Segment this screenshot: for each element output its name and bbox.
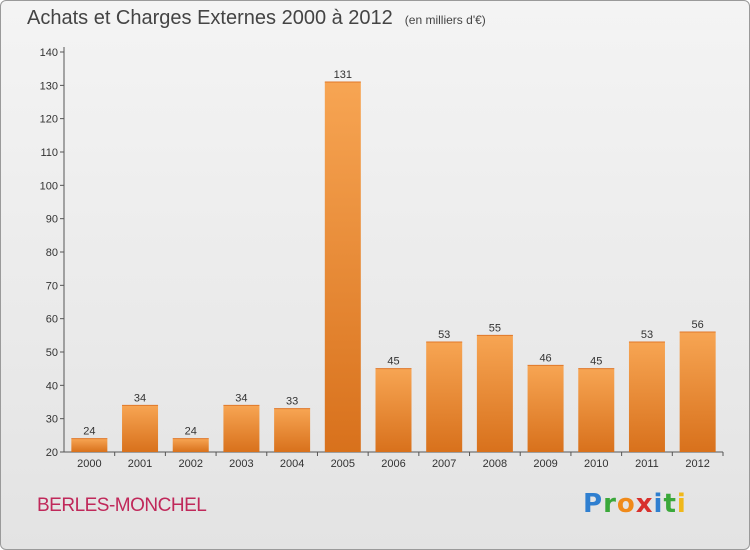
y-tick-label: 30 <box>46 414 58 426</box>
data-label-2007: 53 <box>438 329 450 341</box>
data-label-2006: 45 <box>387 356 399 368</box>
x-tick-label-2011: 2011 <box>635 458 659 470</box>
logo-letter: P <box>583 489 604 519</box>
data-label-2000: 24 <box>83 426 95 438</box>
bar-2007 <box>426 342 463 452</box>
y-tick-label: 40 <box>46 380 58 392</box>
bar-2005 <box>324 82 361 452</box>
y-tick-label: 50 <box>46 347 58 359</box>
y-tick-label: 110 <box>40 147 58 159</box>
data-label-2002: 24 <box>185 426 197 438</box>
bar-2002 <box>172 438 209 452</box>
bar-2010 <box>578 368 615 452</box>
bar-2009 <box>527 365 564 452</box>
x-tick-label-2010: 2010 <box>584 458 608 470</box>
logo-letter: x <box>635 489 654 519</box>
y-tick-label: 120 <box>40 114 58 126</box>
x-tick-label-2003: 2003 <box>229 458 253 470</box>
data-label-2003: 34 <box>235 392 247 404</box>
data-label-2012: 56 <box>692 319 704 331</box>
data-label-2009: 46 <box>539 352 551 364</box>
data-label-2011: 53 <box>641 329 653 341</box>
bar-2012 <box>679 332 716 452</box>
x-tick-label-2007: 2007 <box>432 458 456 470</box>
commune-name: BERLES-MONCHEL <box>37 495 207 516</box>
y-tick-label: 60 <box>46 314 58 326</box>
chart-unit: (en milliers d'€) <box>404 13 486 27</box>
data-label-2001: 34 <box>134 392 146 404</box>
y-tick-label: 140 <box>40 47 58 59</box>
bar-2006 <box>375 368 412 452</box>
y-tick-label: 90 <box>46 214 58 226</box>
logo-letter: i <box>653 489 664 519</box>
x-tick-label-2004: 2004 <box>280 458 304 470</box>
x-tick-label-2009: 2009 <box>533 458 557 470</box>
x-tick-label-2002: 2002 <box>178 458 202 470</box>
bar-2004 <box>274 408 311 452</box>
y-tick-label: 100 <box>40 180 58 192</box>
x-tick-label-2000: 2000 <box>77 458 101 470</box>
logo-letter: o <box>616 489 636 519</box>
y-tick-label: 20 <box>46 447 58 459</box>
logo-letter: r <box>603 489 617 519</box>
chart-title: Achats et Charges Externes 2000 à 2012 (e… <box>27 7 486 30</box>
y-tick-label: 80 <box>46 247 58 259</box>
logo-letter: i <box>676 489 687 519</box>
x-tick-label-2008: 2008 <box>483 458 507 470</box>
x-tick-label-2005: 2005 <box>331 458 355 470</box>
y-tick-label: 70 <box>46 280 58 292</box>
chart-title-text: Achats et Charges Externes 2000 à 2012 <box>27 7 393 29</box>
bar-2003 <box>223 405 260 452</box>
data-label-2004: 33 <box>286 396 298 408</box>
bar-2008 <box>476 335 513 452</box>
proxiti-logo[interactable]: Proxiti <box>583 489 687 519</box>
data-label-2010: 45 <box>590 356 602 368</box>
bar-2011 <box>628 342 665 452</box>
bar-2001 <box>122 405 159 452</box>
bar-2000 <box>71 438 108 452</box>
logo-letter: t <box>663 489 677 519</box>
x-tick-label-2006: 2006 <box>381 458 405 470</box>
y-tick-label: 130 <box>40 80 58 92</box>
x-tick-label-2001: 2001 <box>128 458 152 470</box>
x-tick-label-2012: 2012 <box>685 458 709 470</box>
data-label-2008: 55 <box>489 322 501 334</box>
data-label-2005: 131 <box>334 69 352 81</box>
